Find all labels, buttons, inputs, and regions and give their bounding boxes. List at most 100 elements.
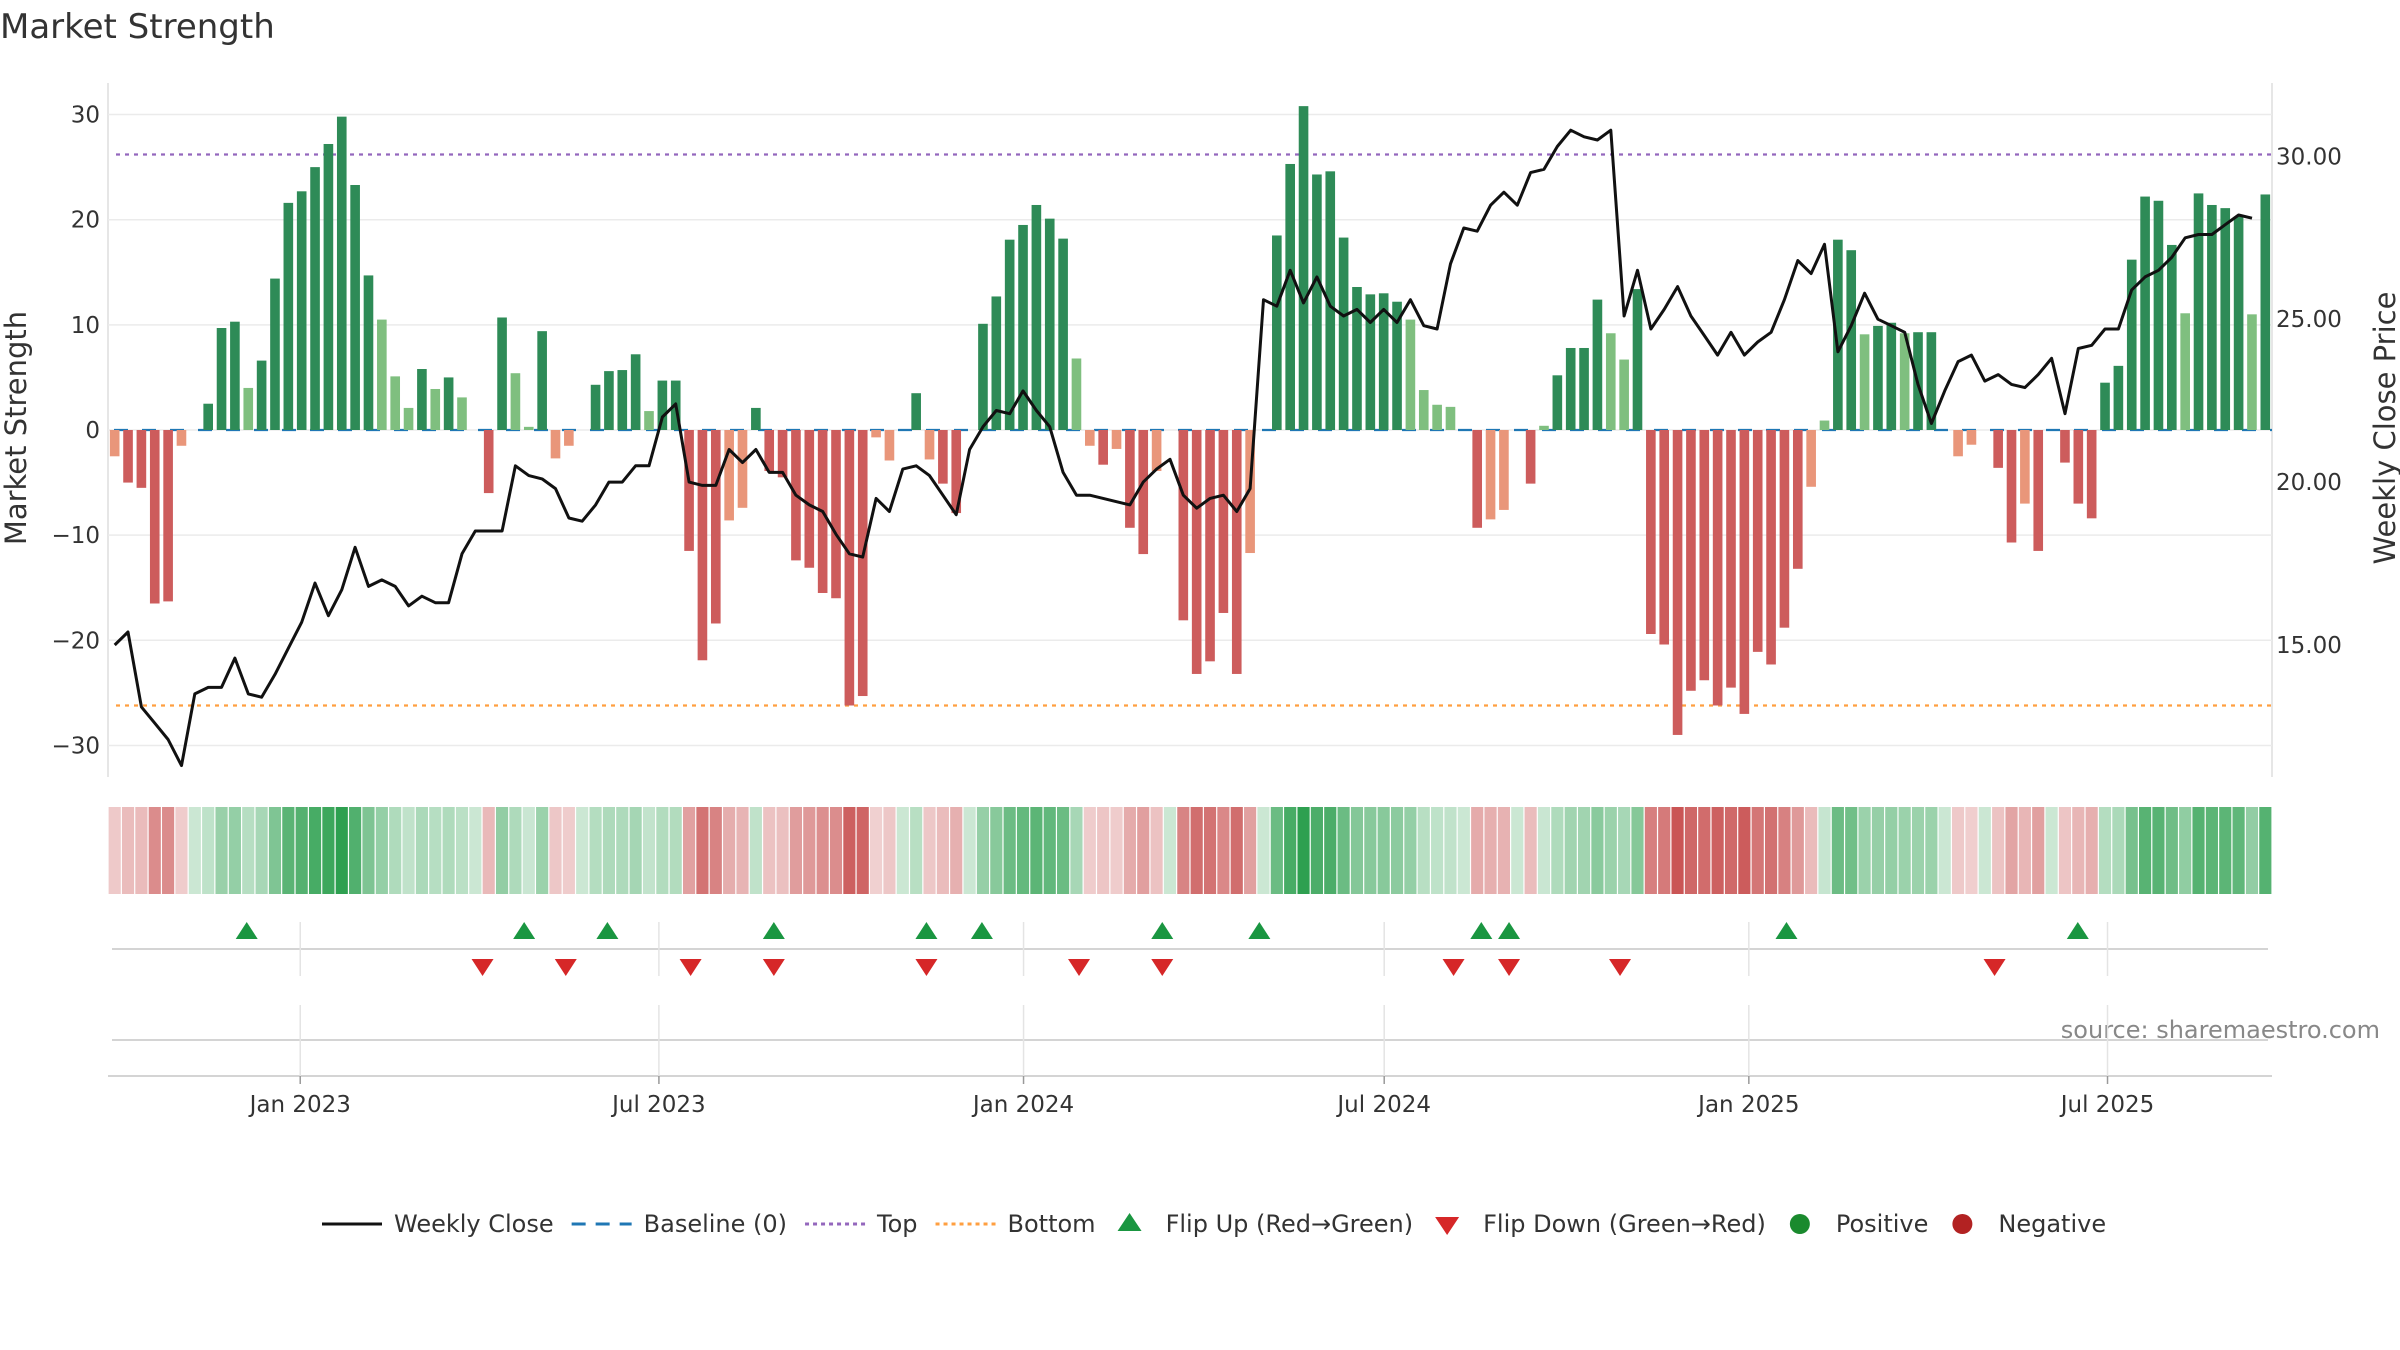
strength-bar [163,430,173,602]
strip-cell [2125,807,2138,894]
strip-cell [2018,807,2031,894]
strip-cell [1431,807,1444,894]
strength-bar [1191,430,1202,674]
strength-bar [1619,359,1629,430]
strength-bar [2060,430,2070,463]
strip-cell [1110,807,1123,894]
strip-cell [295,807,308,894]
strip-cell [1097,807,1110,894]
strength-bar [2153,200,2164,430]
strength-bar [1098,430,1108,465]
strip-cell [1764,807,1778,894]
strength-bar [924,430,935,460]
y-tick-label: 0 [85,418,100,444]
strength-bar [1352,286,1362,430]
strip-cell [749,807,762,894]
strength-bar [1392,301,1402,430]
strength-bar [390,376,401,430]
reference-lines [114,153,2272,707]
strength-bar [1993,430,2003,468]
strip-cell [803,807,816,894]
strength-bar [1766,430,1776,665]
strip-cell [976,807,990,894]
legend-item: Negative [1952,1210,2106,1238]
strip-cell [1644,807,1657,894]
x-axis-ticks: Jan 2023 Jul 2023 Jan 2024 Jul 2024 Jan 2025… [248,1076,2154,1118]
strip-cell [2232,807,2245,894]
y-tick-label: −20 [51,628,100,654]
flip-markers [108,922,2272,1077]
strength-bar [1432,404,1442,430]
strip-cell [162,807,175,894]
strip-cell [656,807,669,894]
strip-cell [509,807,522,894]
strength-bar [1231,430,1242,674]
strip-cell [1845,807,1858,894]
strip-cell [1591,807,1604,894]
strength-bar [2180,313,2190,430]
strip-cell [1871,807,1885,894]
strip-cell [1524,807,1537,894]
strip-cell [896,807,909,894]
strength-bar [564,430,574,446]
x-tick-label: Jan 2024 [971,1092,1074,1118]
strength-bar [1138,430,1149,555]
strip-cell [1003,807,1016,894]
strength-bar [1579,347,1589,430]
strength-bar [1205,430,1215,662]
strength-bar [1338,237,1349,430]
strength-bar [1699,430,1710,681]
strip-cell [1658,807,1671,894]
strip-cell [1137,807,1150,894]
strength-bar [2073,430,2084,504]
strength-bar [617,370,628,430]
legend-swatch [1435,1217,1460,1235]
flip-up-marker [970,922,993,939]
strip-cell [349,807,362,894]
strip-cell [2259,807,2272,894]
strength-bar [2006,430,2017,543]
strength-bar [1846,250,1857,430]
strength-bar [323,143,334,430]
strip-cell [589,807,602,894]
strip-cell [963,807,976,894]
strip-cell [1618,807,1631,894]
strip-cell [950,807,963,894]
strip-cell [242,807,255,894]
strength-bar [1499,430,1509,510]
strength-bar [1873,325,1883,430]
y-tick-label: 30 [71,103,100,129]
flip-down-marker [679,959,702,976]
strength-bar [2140,196,2150,430]
strip-cell [1778,807,1791,894]
strip-cell [2058,807,2072,894]
strip-cell [1310,807,1323,894]
weekly-close-line [113,128,2253,768]
strength-bar [1151,430,1162,472]
strip-cell [789,807,803,894]
flip-up-marker [915,922,938,939]
strength-bar [764,430,775,472]
strength-bar [684,430,694,551]
strip-cell [2192,807,2205,894]
strength-bar [938,430,948,484]
strength-bar [2167,244,2177,430]
strength-bar [377,319,387,430]
strip-cell [829,807,843,894]
strength-bar [523,426,534,430]
strip-cell [1123,807,1136,894]
strength-bar [497,317,507,430]
strength-bar [1819,420,1830,430]
strength-bar [216,328,227,430]
strip-cell [910,807,923,894]
strip-cell [576,807,589,894]
strip-cell [1805,807,1818,894]
strip-cell [215,807,228,894]
strip-cell [1978,807,1991,894]
strength-bar [724,430,734,521]
strength-bar [1525,430,1536,484]
strength-bar [363,275,374,430]
strip-cell [1350,807,1364,894]
strength-bar [857,430,868,697]
strength-bar [1218,430,1229,613]
